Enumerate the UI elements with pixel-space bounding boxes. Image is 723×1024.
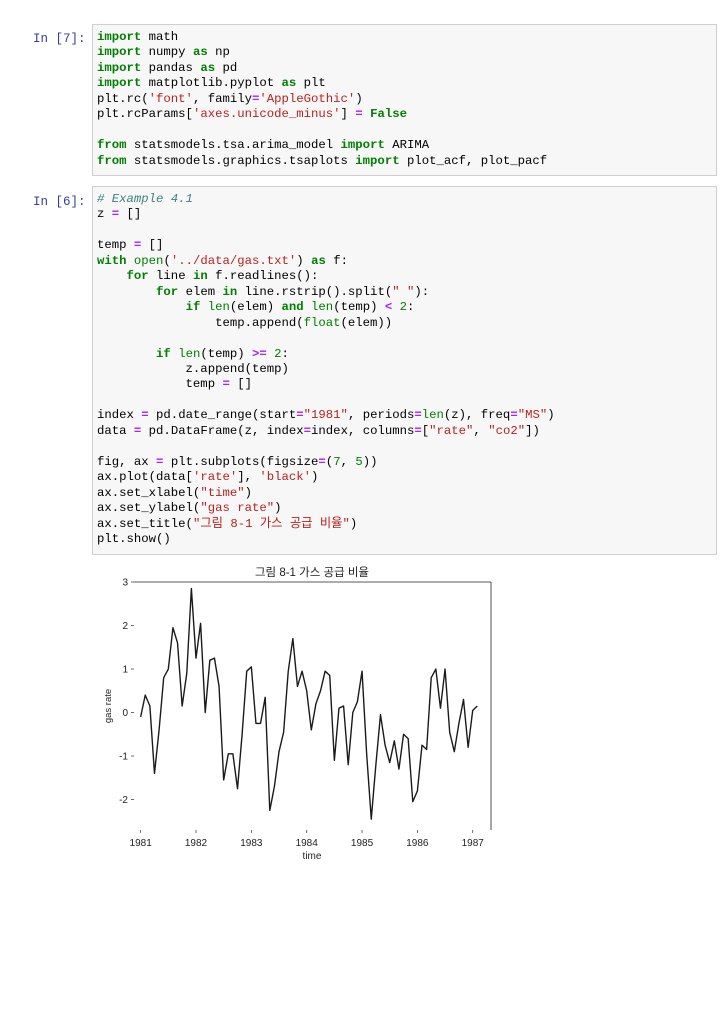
x-tick-label: 1982 bbox=[185, 838, 208, 849]
x-tick-label: 1986 bbox=[406, 838, 429, 849]
y-axis: 3 2 1 0 -1 -2 bbox=[119, 578, 134, 806]
x-axis: 1981 1982 1983 1984 1985 1986 1987 bbox=[130, 830, 485, 849]
series-line bbox=[139, 587, 478, 820]
code-input[interactable]: import math import numpy as np import pa… bbox=[92, 24, 717, 176]
cell-output-chart: 그림 8-1 가스 공급 비율 3 2 1 0 -1 -2 1981 1982 1983 198… bbox=[92, 560, 512, 870]
y-tick-label: -1 bbox=[119, 752, 128, 763]
y-tick-label: 2 bbox=[122, 621, 128, 632]
plot-area bbox=[134, 582, 491, 830]
x-tick-label: 1987 bbox=[462, 838, 485, 849]
y-tick-label: 3 bbox=[122, 578, 128, 589]
cell-prompt: In [6]: bbox=[33, 195, 86, 209]
x-tick-label: 1983 bbox=[240, 838, 263, 849]
x-tick-label: 1981 bbox=[130, 838, 153, 849]
x-tick-label: 1984 bbox=[296, 838, 319, 849]
y-tick-label: 0 bbox=[122, 708, 128, 719]
code-input[interactable]: # Example 4.1 z = [] temp = [] with open… bbox=[92, 186, 717, 555]
code-text: # Example 4.1 z = [] temp = [] with open… bbox=[97, 192, 555, 546]
y-tick-label: 1 bbox=[122, 665, 128, 676]
y-axis-label: gas rate bbox=[103, 689, 114, 723]
x-axis-label: time bbox=[303, 851, 322, 862]
cell-prompt: In [7]: bbox=[33, 32, 86, 46]
series-layer bbox=[139, 587, 478, 820]
y-tick-label: -2 bbox=[119, 795, 128, 806]
code-text: import math import numpy as np import pa… bbox=[97, 30, 548, 168]
chart-title: 그림 8-1 가스 공급 비율 bbox=[255, 566, 369, 579]
x-tick-label: 1985 bbox=[351, 838, 374, 849]
